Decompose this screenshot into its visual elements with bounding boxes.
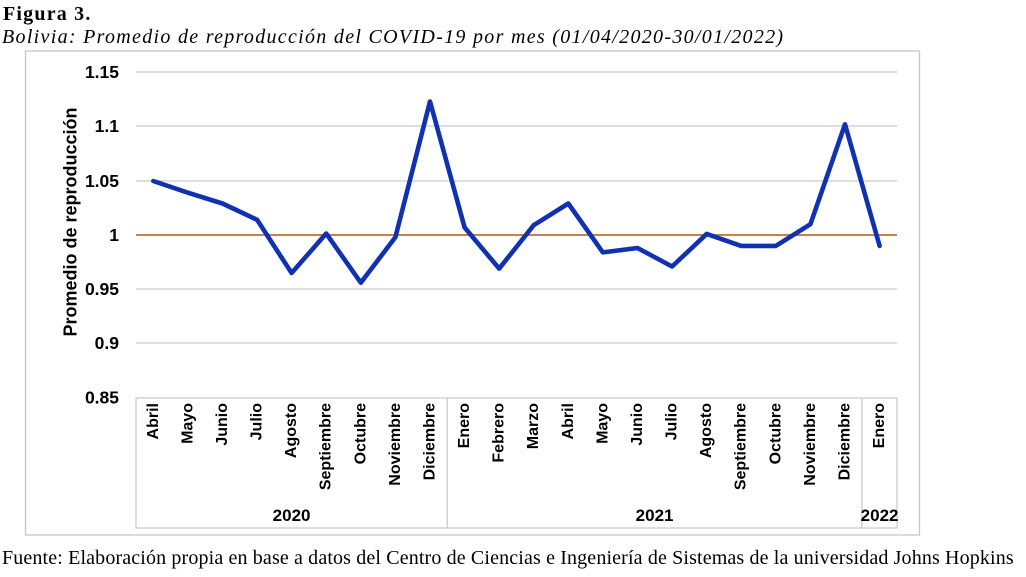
svg-text:Agosto: Agosto (698, 403, 715, 458)
svg-text:Octubre: Octubre (352, 403, 369, 464)
svg-text:Mayo: Mayo (594, 403, 611, 444)
svg-text:2020: 2020 (273, 506, 311, 525)
svg-text:Septiembre: Septiembre (733, 403, 750, 490)
svg-text:Diciembre: Diciembre (422, 403, 439, 480)
svg-text:Mayo: Mayo (179, 403, 196, 444)
svg-text:2021: 2021 (636, 506, 674, 525)
svg-text:Septiembre: Septiembre (318, 403, 335, 490)
svg-text:Junio: Junio (629, 403, 646, 446)
svg-text:Julio: Julio (664, 403, 681, 441)
svg-text:Marzo: Marzo (525, 403, 542, 449)
svg-text:Febrero: Febrero (491, 403, 508, 463)
svg-text:0.85: 0.85 (85, 388, 119, 408)
svg-text:1.1: 1.1 (95, 116, 120, 136)
svg-text:Junio: Junio (214, 403, 231, 446)
svg-text:Promedio de reproducción: Promedio de reproducción (61, 107, 81, 336)
svg-text:Noviembre: Noviembre (802, 403, 819, 486)
svg-text:1: 1 (109, 225, 119, 245)
svg-text:Abril: Abril (560, 403, 577, 439)
svg-text:Enero: Enero (456, 403, 473, 449)
svg-text:Diciembre: Diciembre (837, 403, 854, 480)
svg-text:Noviembre: Noviembre (387, 403, 404, 486)
svg-text:2022: 2022 (861, 506, 899, 525)
svg-text:1.15: 1.15 (85, 62, 119, 82)
svg-text:Abril: Abril (145, 403, 162, 439)
svg-text:0.9: 0.9 (95, 333, 120, 353)
svg-text:Agosto: Agosto (283, 403, 300, 458)
svg-text:1.05: 1.05 (85, 171, 119, 191)
svg-text:Enero: Enero (871, 403, 888, 449)
svg-text:Octubre: Octubre (767, 403, 784, 464)
svg-text:0.95: 0.95 (85, 279, 119, 299)
svg-text:Julio: Julio (249, 403, 266, 441)
